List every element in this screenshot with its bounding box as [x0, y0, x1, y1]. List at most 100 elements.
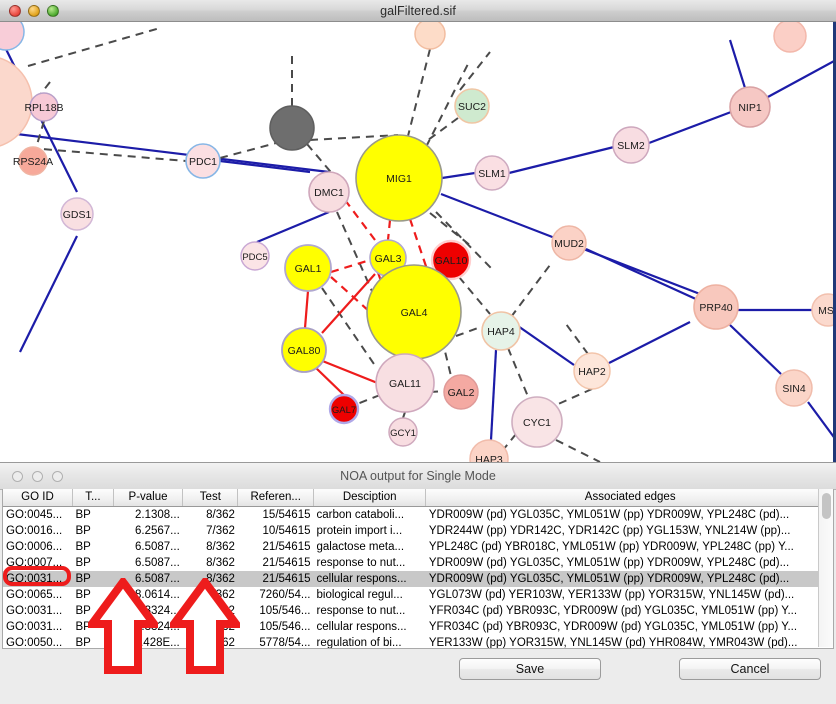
cell-test: 8/362: [206, 540, 235, 553]
node-gds1[interactable]: [60, 197, 94, 231]
noa-close-button[interactable]: [12, 470, 23, 482]
table-vertical-scrollbar[interactable]: [818, 489, 833, 647]
cell-description: carbon cataboli...: [316, 508, 405, 521]
cell-reference: 21/54615: [262, 556, 311, 569]
table-row-selected[interactable]: GO:0031... BP 6.5087... 8/362 21/54615 c…: [3, 570, 833, 587]
column-header-test[interactable]: Test: [182, 489, 239, 507]
node-sin4[interactable]: [775, 369, 813, 407]
cell-test: 7/362: [206, 524, 235, 537]
node-hap2[interactable]: [573, 352, 611, 390]
table-row[interactable]: GO:0006... BP 6.5087... 8/362 21/54615 g…: [3, 539, 833, 555]
noa-results-table: GO ID T... P-value Test Referen... Desci…: [3, 489, 833, 649]
network-nodes[interactable]: RPL18B RPS24A GDS1 PDC1 PDC5 DMC1 SUC2 M…: [0, 22, 836, 462]
node-gal10[interactable]: [430, 239, 472, 281]
maximize-button[interactable]: [47, 4, 59, 17]
cell-p-value: 6.2567...: [135, 524, 180, 537]
cell-edges: YGL073W (pd) YER103W, YER133W (pp) YOR31…: [428, 588, 795, 601]
cell-p-value: 1.428E...: [133, 636, 180, 649]
cell-edges: YPL248C (pd) YBR018C, YML051W (pp) YDR00…: [428, 540, 794, 553]
node-gal11[interactable]: [375, 353, 435, 413]
node-slm1[interactable]: [474, 155, 510, 191]
cancel-button[interactable]: Cancel: [679, 658, 821, 680]
node-rps24a[interactable]: [18, 146, 48, 176]
node-mig1[interactable]: [355, 134, 443, 222]
node-label-rpl18b: RPL18B: [24, 102, 63, 114]
node-unlabeled-dark[interactable]: [269, 105, 315, 151]
table-row[interactable]: GO:0007... BP 6.5087... 8/362 21/54615 r…: [3, 555, 833, 571]
node-gal7[interactable]: [328, 393, 360, 425]
node-gal2[interactable]: [443, 374, 479, 410]
cell-edges: YFR034C (pd) YBR093C, YDR009W (pd) YGL03…: [428, 620, 798, 633]
node-suc2[interactable]: [454, 88, 490, 124]
cell-description: response to nut...: [316, 556, 406, 569]
noa-titlebar: NOA output for Single Mode: [0, 463, 836, 490]
node-slm2[interactable]: [612, 126, 650, 164]
node-label-gal7: GAL7: [332, 405, 356, 416]
column-header-reference[interactable]: Referen...: [237, 489, 314, 507]
save-button[interactable]: Save: [459, 658, 601, 680]
cell-reference: 21/54615: [237, 570, 314, 587]
node-pdc5[interactable]: [240, 241, 270, 271]
cell-go-id: GO:0065...: [6, 588, 63, 601]
node-gcy1[interactable]: [388, 417, 418, 447]
column-header-description[interactable]: Desciption: [313, 489, 427, 507]
node-label-pdc1: PDC1: [189, 156, 217, 168]
cell-edges: YDR009W (pd) YGL035C, YML051W (pp) YDR00…: [425, 570, 833, 587]
column-header-p-value[interactable]: P-value: [113, 489, 184, 507]
network-right-border: [833, 22, 836, 462]
table-row[interactable]: GO:0031... BP 1.3324... 11/362 105/546..…: [3, 619, 833, 635]
node-label-gal2: GAL2: [448, 387, 475, 399]
column-header-associated-edges[interactable]: Associated edges: [425, 489, 833, 507]
node-unlabeled-topleft[interactable]: [0, 22, 25, 51]
window-controls: [9, 4, 59, 17]
cell-p-value: 2.1308...: [135, 508, 180, 521]
cell-description: protein import i...: [316, 524, 403, 537]
cell-go-id: GO:0050...: [6, 636, 63, 649]
node-prp40[interactable]: [693, 284, 739, 330]
noa-minimize-button[interactable]: [32, 470, 43, 482]
column-header-go-id[interactable]: GO ID: [3, 489, 73, 507]
node-mud2[interactable]: [551, 225, 587, 261]
node-gal1[interactable]: [284, 244, 332, 292]
network-canvas[interactable]: .e-pp { stroke:#1c1ca8; stroke-width:2.2…: [0, 22, 836, 462]
cell-go-id: GO:0007...: [6, 556, 63, 569]
node-label-gal80: GAL80: [288, 345, 321, 357]
node-label-hap3: HAP3: [475, 454, 503, 462]
cell-description: cellular respons...: [313, 570, 426, 587]
cell-go-id: GO:0016...: [6, 524, 63, 537]
node-unlabeled-top[interactable]: [414, 22, 446, 50]
table-row[interactable]: GO:0045... BP 2.1308... 8/362 15/54615 c…: [3, 506, 833, 523]
node-rpl18b[interactable]: [29, 92, 59, 122]
cell-p-value: 6.5087...: [135, 540, 180, 553]
node-msn[interactable]: [811, 293, 836, 327]
node-nip1[interactable]: [729, 86, 771, 128]
cell-edges: YDR009W (pd) YGL035C, YML051W (pp) YDR00…: [428, 556, 790, 569]
cell-type: BP: [72, 570, 114, 587]
node-label-mig1: MIG1: [386, 173, 412, 185]
node-gal80[interactable]: [281, 327, 327, 373]
column-header-type[interactable]: T...: [72, 489, 114, 507]
cell-p-value: 8.0614...: [135, 588, 180, 601]
cell-reference: 10/54615: [262, 524, 311, 537]
node-dmc1[interactable]: [308, 171, 350, 213]
cell-reference: 7260/54...: [259, 588, 311, 601]
cell-description: cellular respons...: [316, 620, 407, 633]
cell-p-value: 6.5087...: [135, 556, 180, 569]
node-label-gal11: GAL11: [389, 378, 421, 390]
close-button[interactable]: [9, 4, 21, 17]
node-label-hap2: HAP2: [578, 366, 606, 378]
noa-maximize-button[interactable]: [52, 470, 63, 482]
node-hap3[interactable]: [469, 439, 509, 462]
node-label-gds1: GDS1: [63, 209, 92, 221]
node-hap4[interactable]: [481, 311, 521, 351]
node-label-sin4: SIN4: [782, 383, 806, 395]
node-cyc1[interactable]: [511, 396, 563, 448]
cell-reference: 105/546...: [259, 604, 311, 617]
minimize-button[interactable]: [28, 4, 40, 17]
table-row[interactable]: GO:0016... BP 6.2567... 7/362 10/54615 p…: [3, 523, 833, 539]
node-unlabeled-topright[interactable]: [773, 22, 807, 53]
noa-window-controls: [12, 470, 63, 482]
node-pdc1[interactable]: [185, 143, 221, 179]
table-scrollbar-thumb[interactable]: [822, 493, 831, 519]
node-label-gal10: GAL10: [435, 255, 468, 267]
